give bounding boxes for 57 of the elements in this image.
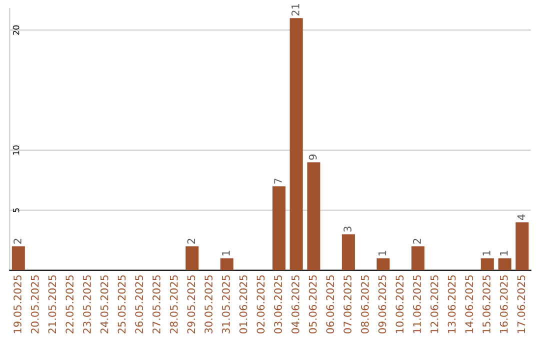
bar: [376, 258, 390, 270]
data-label: 7: [274, 178, 282, 184]
data-label: 21: [291, 4, 300, 16]
bar: [220, 258, 234, 270]
x-tick-label: 23.05.2025: [83, 275, 91, 334]
bar: [342, 234, 355, 270]
bar: [411, 246, 424, 270]
bar: [516, 222, 529, 270]
x-tick-label: 07.06.2025: [344, 275, 352, 334]
x-tick-label: 02.06.2025: [256, 275, 265, 334]
x-tick-label: 27.05.2025: [152, 275, 160, 334]
x-tick-label: 14.06.2025: [465, 275, 474, 333]
bar: [186, 246, 199, 270]
x-tick-label: 24.05.2025: [100, 275, 108, 334]
y-tick-label: 5: [13, 208, 20, 212]
y-tick-label: 20: [12, 25, 20, 35]
x-tick-label: 01.06.2025: [239, 275, 248, 334]
data-label: 3: [344, 226, 352, 232]
x-tick-label: 26.05.2025: [135, 275, 144, 334]
x-tick-label: 13.06.2025: [448, 275, 456, 333]
bar: [480, 258, 494, 270]
data-label: 1: [222, 250, 230, 256]
x-tick-label: 19.05.2025: [14, 275, 22, 333]
x-tick-label: 17.06.2025: [517, 275, 526, 333]
bar: [272, 186, 286, 270]
x-tick-label: 25.05.2025: [118, 275, 126, 334]
bar: [12, 246, 25, 270]
x-tick-label: 16.06.2025: [500, 275, 508, 333]
bar: [307, 162, 320, 270]
x-tick-label: 06.06.2025: [326, 275, 334, 334]
x-tick-label: 04.06.2025: [291, 275, 300, 334]
data-label: 1: [482, 250, 490, 256]
x-tick-label: 12.06.2025: [430, 275, 438, 333]
x-tick-label: 22.05.2025: [66, 275, 74, 334]
x-tick-label: 21.05.2025: [48, 275, 56, 334]
data-label: 2: [413, 238, 421, 244]
x-tick-label: 09.06.2025: [378, 275, 386, 334]
x-tick-label: 05.06.2025: [308, 275, 317, 334]
data-label: 4: [517, 214, 526, 220]
bar: [498, 258, 512, 270]
data-label: 9: [308, 154, 317, 160]
x-tick-label: 11.06.2025: [413, 275, 421, 333]
data-label: 1: [500, 250, 508, 256]
data-label: 2: [187, 238, 195, 244]
x-tick-label: 29.05.2025: [187, 275, 196, 334]
x-tick-label: 20.05.2025: [30, 275, 39, 334]
y-tick-label: 10: [12, 145, 20, 155]
x-tick-label: 15.06.2025: [482, 275, 490, 333]
x-tick-label: 03.06.2025: [274, 275, 282, 334]
x-tick-label: 10.06.2025: [396, 275, 404, 333]
x-tick-label: 08.06.2025: [360, 275, 369, 334]
bar: [290, 18, 303, 270]
data-label: 1: [378, 250, 386, 256]
data-label: 2: [14, 238, 22, 244]
x-tick-label: 31.05.2025: [222, 275, 230, 334]
x-tick-label: 30.05.2025: [204, 275, 212, 334]
x-tick-label: 28.05.2025: [170, 275, 178, 334]
